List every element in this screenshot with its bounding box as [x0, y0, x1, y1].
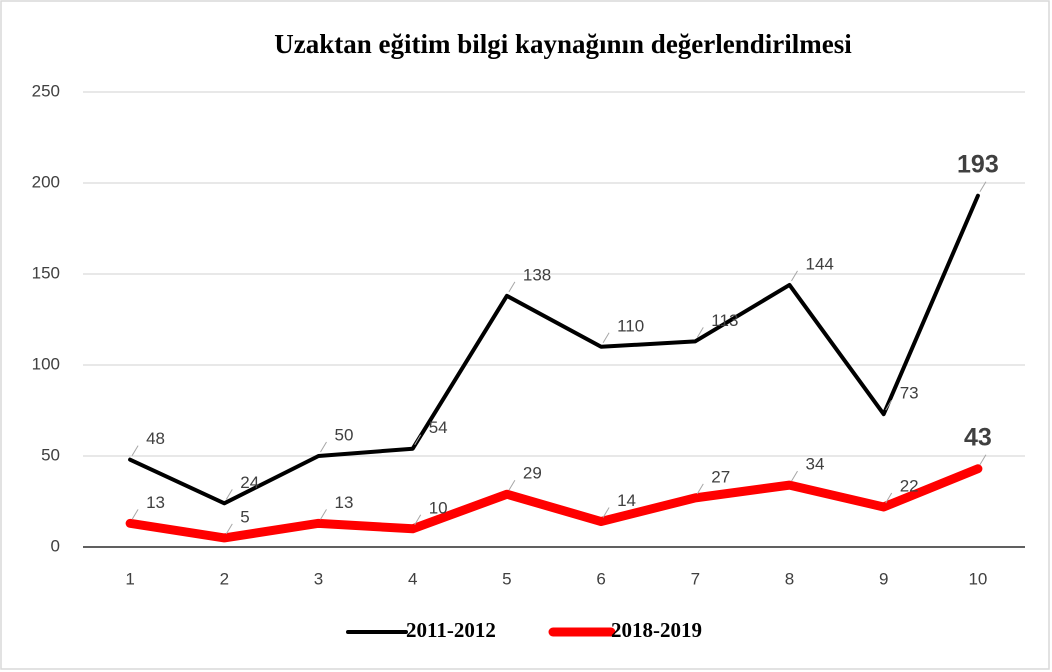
leader-line — [979, 181, 987, 192]
data-label: 43 — [964, 423, 992, 451]
data-label: 50 — [335, 425, 354, 444]
x-tick-label: 2 — [220, 569, 229, 588]
data-label: 13 — [146, 493, 165, 512]
leader-line — [979, 454, 987, 465]
x-tick-label: 6 — [596, 569, 605, 588]
legend-label: 2018-2019 — [611, 618, 702, 642]
data-label: 113 — [711, 311, 738, 330]
chart-title: Uzaktan eğitim bilgi kaynağının değerlen… — [274, 29, 852, 59]
x-tick-label: 4 — [408, 569, 417, 588]
leader-line — [225, 523, 233, 535]
leader-line — [320, 509, 327, 520]
data-label: 193 — [957, 150, 999, 178]
y-tick-label: 100 — [32, 354, 60, 373]
leader-line — [414, 434, 422, 445]
leader-line — [885, 399, 893, 411]
x-tick-label: 7 — [691, 569, 700, 588]
data-label: 5 — [240, 507, 249, 526]
leader-line — [508, 281, 516, 293]
leader-line — [320, 441, 327, 453]
leader-line — [696, 327, 704, 338]
data-label: 138 — [523, 265, 551, 284]
y-tick-label: 0 — [51, 536, 60, 555]
data-label: 13 — [335, 493, 354, 512]
leader-line — [131, 445, 139, 456]
x-tick-label: 5 — [502, 569, 511, 588]
x-tick-label: 3 — [314, 569, 323, 588]
y-tick-label: 250 — [32, 81, 60, 100]
y-tick-label: 150 — [32, 263, 60, 282]
leader-line — [791, 470, 798, 482]
leader-line — [791, 270, 798, 282]
data-label: 10 — [429, 498, 448, 517]
x-tick-label: 8 — [785, 569, 794, 588]
x-tick-label: 1 — [125, 569, 134, 588]
data-label: 144 — [806, 254, 834, 273]
leader-line — [225, 489, 233, 500]
leader-line — [508, 479, 516, 491]
leader-line — [131, 509, 139, 520]
series-line — [125, 464, 983, 543]
legend-label: 2011-2012 — [406, 618, 496, 642]
data-label: 110 — [617, 316, 644, 335]
x-tick-label: 9 — [879, 569, 888, 588]
leader-line — [602, 507, 610, 518]
data-label: 29 — [523, 464, 542, 483]
data-label: 27 — [711, 467, 730, 486]
data-label: 24 — [240, 473, 259, 492]
leader-line — [602, 332, 610, 344]
leader-line — [414, 514, 422, 526]
data-label: 14 — [617, 491, 636, 510]
leader-line — [885, 492, 893, 504]
y-tick-label: 200 — [32, 172, 60, 191]
series-line — [128, 193, 980, 506]
x-tick-label: 10 — [968, 569, 987, 588]
data-label: 73 — [900, 384, 919, 403]
data-label: 34 — [806, 455, 825, 474]
y-tick-label: 50 — [41, 445, 60, 464]
data-label: 54 — [429, 418, 448, 437]
data-label: 22 — [900, 476, 919, 495]
data-label: 48 — [146, 429, 165, 448]
leader-line — [696, 483, 704, 495]
